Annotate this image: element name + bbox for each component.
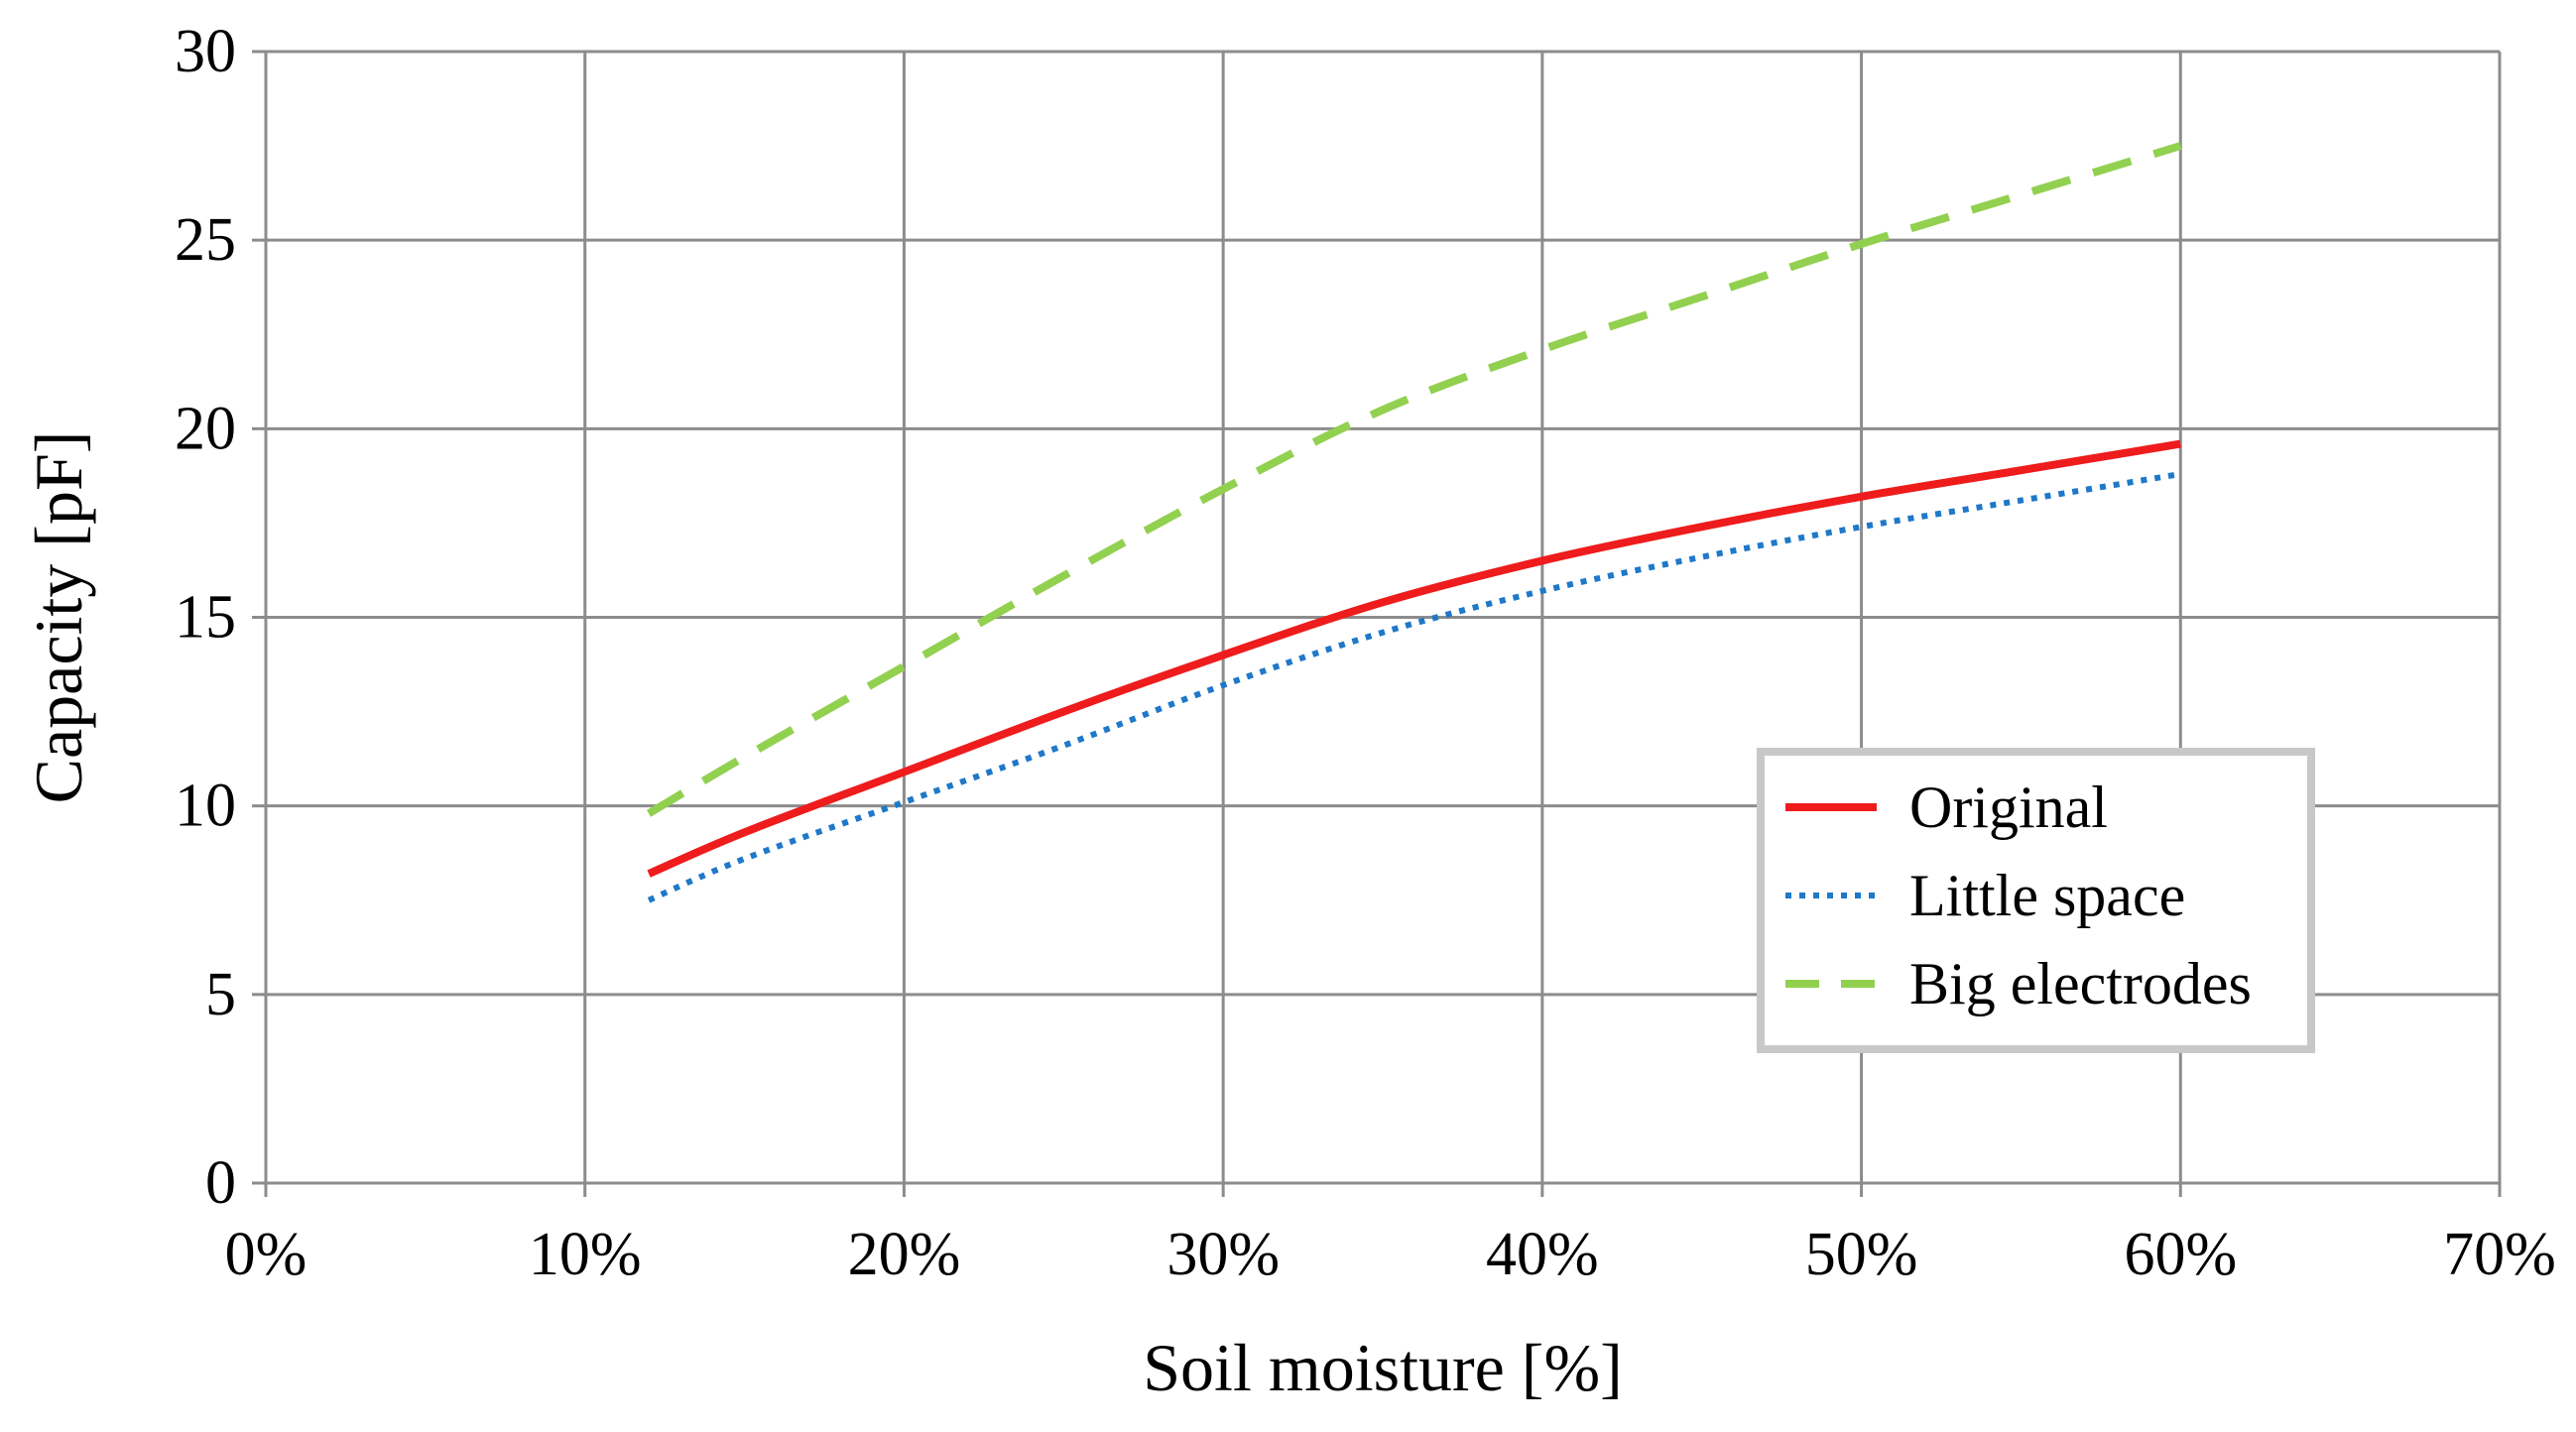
x-tick-label: 50% — [1805, 1221, 1918, 1288]
legend-label: Original — [1909, 775, 2108, 840]
legend-label: Big electrodes — [1909, 951, 2252, 1016]
y-tick-label: 0 — [205, 1149, 236, 1217]
y-tick-label: 15 — [175, 584, 236, 652]
x-tick-label: 20% — [848, 1221, 961, 1288]
x-tick-label: 10% — [529, 1221, 642, 1288]
series-line-big-electrodes — [647, 142, 2182, 817]
axes — [252, 50, 2502, 1197]
x-tick-label: 0% — [225, 1221, 307, 1288]
legend-label: Little space — [1909, 863, 2185, 928]
y-tick-label: 30 — [175, 18, 236, 85]
y-tick-label: 25 — [175, 206, 236, 274]
y-tick-label: 10 — [175, 773, 236, 840]
y-tick-label: 20 — [175, 395, 236, 462]
series-lines — [647, 142, 2182, 903]
x-tick-label: 70% — [2443, 1221, 2556, 1288]
x-axis-title: Soil moisture [%] — [1143, 1330, 1623, 1405]
x-tick-label: 30% — [1166, 1221, 1280, 1288]
tick-labels: 0 5 10 15 20 25 30 0% 10% 20% 30% 40% 50% 60% 70% — [175, 18, 2556, 1288]
x-tick-label: 60% — [2124, 1221, 2237, 1288]
legend: Original Little space Big electrodes — [1757, 748, 2315, 1053]
x-tick-label: 40% — [1486, 1221, 1599, 1288]
series-line-original — [647, 439, 2181, 878]
series-line-little-space — [647, 471, 2181, 903]
y-tick-label: 5 — [205, 961, 236, 1028]
legend-box — [1757, 748, 2315, 1053]
y-axis-title: Capacity [pF] — [21, 431, 96, 804]
